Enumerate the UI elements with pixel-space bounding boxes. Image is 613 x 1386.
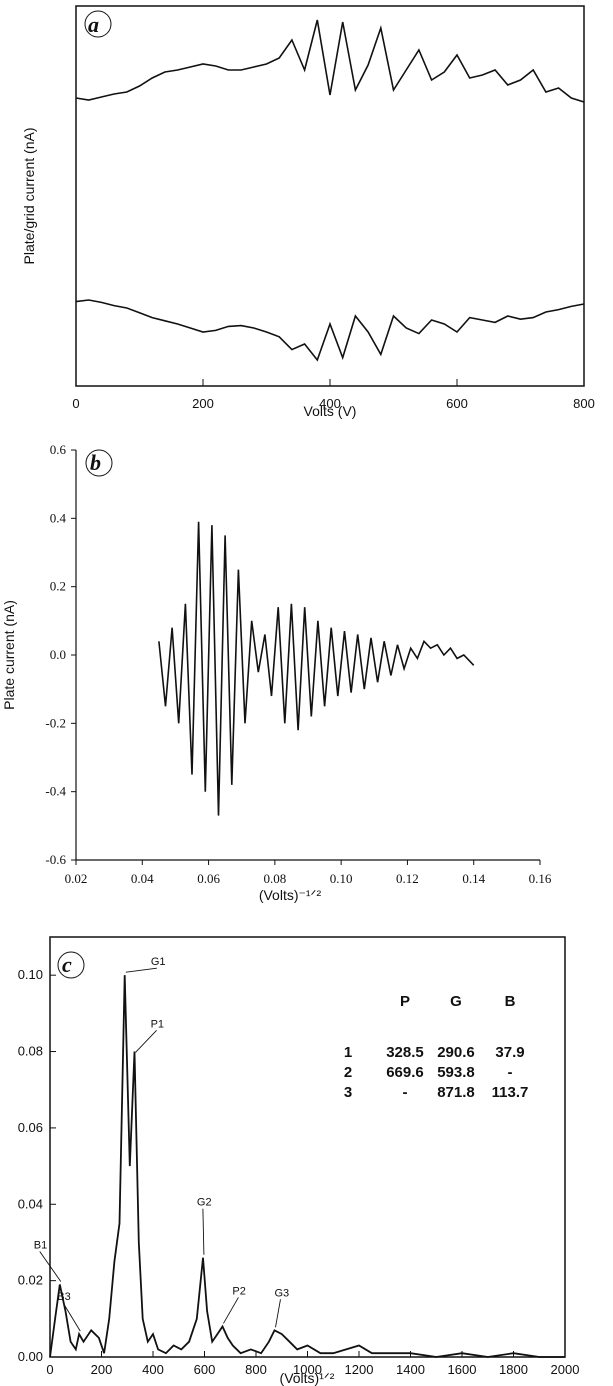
x-ticks-c: 0 200 400 600 800 1000 1200 1400 1600 1800 2000 — [46, 1351, 579, 1377]
x-tick-label: 0 — [46, 1362, 53, 1377]
panel-b: 0.02 0.04 0.06 0.08 0.10 0.12 0.14 0.16 0.60.40… — [1, 442, 552, 903]
x-tick-label: 200 — [192, 396, 214, 411]
table-cell: 328.5 — [386, 1044, 424, 1061]
x-tick-label: 400 — [142, 1362, 164, 1377]
table-cell: - — [508, 1064, 513, 1081]
x-tick-label: 0.10 — [330, 871, 353, 886]
annotation-arrow — [275, 1299, 281, 1328]
x-tick-label: 1400 — [396, 1362, 425, 1377]
y-tick-label: 0.04 — [18, 1196, 43, 1211]
y-axis-label-b: Plate current (nA) — [1, 600, 17, 710]
table-header: P — [400, 993, 410, 1010]
x-tick-label: 600 — [446, 396, 468, 411]
annotation-label: G2 — [197, 1197, 212, 1209]
y-tick-label: 0.08 — [18, 1044, 43, 1059]
panel-c: 0 200 400 600 800 1000 1200 1400 1600 1800 2000 0.… — [18, 936, 579, 1386]
x-tick-label: 0.16 — [529, 871, 552, 886]
x-axis-label-b: (Volts)⁻¹ᐟ² — [259, 887, 322, 903]
annotation-label: P2 — [232, 1285, 245, 1297]
x-tick-label: 1200 — [345, 1362, 374, 1377]
panel-label-a-circle — [84, 10, 112, 38]
y-tick-label: -0.6 — [45, 852, 66, 867]
table-header: B — [505, 993, 516, 1010]
annotation-arrow — [62, 1302, 81, 1332]
x-axis-label-c: (Volts)¹ᐟ² — [280, 1370, 335, 1386]
x-tick-label: 0 — [72, 396, 79, 411]
annotation-arrow — [125, 967, 157, 973]
panel-label-a: a — [88, 12, 99, 37]
y-tick-label: 0.06 — [18, 1120, 43, 1135]
y-tick-label: 0.6 — [50, 442, 67, 457]
y-tick-label: 0.0 — [50, 647, 66, 662]
y-tick-label: 0.2 — [50, 579, 66, 594]
annotation-label: B3 — [57, 1291, 70, 1303]
series-group-c — [49, 975, 565, 1358]
x-tick-label: 600 — [194, 1362, 216, 1377]
x-tick-label: 0.04 — [131, 871, 154, 886]
x-tick-label: 0.08 — [263, 871, 286, 886]
panel-label-c: c — [62, 952, 72, 977]
x-tick-label: 800 — [245, 1362, 267, 1377]
panel-a: 0 200 400 600 800 a Volts (V) Plate/grid cur… — [21, 5, 595, 419]
annotation-arrow — [223, 1297, 239, 1324]
y-tick-label: -0.2 — [45, 715, 66, 730]
annotation-label: B1 — [34, 1239, 47, 1251]
y-ticks-c: 0.00 0.02 0.04 0.06 0.08 0.10 — [18, 967, 56, 1364]
annotation-arrow — [202, 1208, 205, 1255]
table-cell: 290.6 — [437, 1044, 475, 1061]
table-cell: 3 — [344, 1084, 352, 1101]
annotation-arrow — [39, 1251, 62, 1282]
table-cell: 669.6 — [386, 1064, 424, 1081]
series-line-b — [158, 521, 475, 816]
x-tick-label: 200 — [91, 1362, 113, 1377]
table-header: G — [450, 993, 462, 1010]
x-tick-label: 400 — [319, 396, 341, 411]
series-line-a-2 — [75, 299, 585, 362]
table-cell: 2 — [344, 1064, 352, 1081]
plot-frame-a — [75, 5, 585, 387]
panel-label-b: b — [90, 450, 101, 475]
peak-table-c: P G B 1 328.5 290.6 37.9 2 669.6 593.8 - 3 - 871.8 113… — [344, 993, 529, 1101]
annotation-arrow — [135, 1030, 157, 1053]
y-axis-label-a: Plate/grid current (nA) — [21, 128, 37, 265]
peak-annotations-c: G1 P1 B1 B3 G2 P2 G3 — [34, 956, 289, 1332]
y-tick-label: -0.4 — [45, 784, 66, 799]
x-tick-label: 1600 — [448, 1362, 477, 1377]
x-tick-label: 0.12 — [396, 871, 419, 886]
x-tick-label: 0.14 — [462, 871, 485, 886]
panel-label-b-circle — [85, 449, 113, 477]
table-cell: 37.9 — [495, 1044, 524, 1061]
x-ticks-b: 0.02 0.04 0.06 0.08 0.10 0.12 0.14 0.16 — [65, 860, 552, 886]
y-tick-label: 0.10 — [18, 967, 43, 982]
table-cell: 1 — [344, 1044, 352, 1061]
x-tick-label: 2000 — [551, 1362, 580, 1377]
y-tick-label: 0.4 — [50, 510, 67, 525]
panel-label-c-circle — [57, 951, 85, 979]
table-cell: 871.8 — [437, 1084, 475, 1101]
series-group-a — [75, 19, 585, 362]
x-ticks-a: 0 200 400 600 800 — [72, 379, 595, 411]
table-cell: 113.7 — [492, 1084, 529, 1101]
x-tick-label: 0.06 — [197, 871, 220, 886]
table-cell: - — [403, 1084, 408, 1101]
series-line-c — [49, 975, 565, 1358]
x-tick-label: 1000 — [293, 1362, 322, 1377]
table-cell: 593.8 — [437, 1064, 475, 1081]
x-axis-label-a: Volts (V) — [304, 403, 357, 419]
series-line-a-1 — [75, 19, 585, 103]
y-ticks-b: 0.6 0.4 0.2 0.0 -0.2 -0.4 -0.6 — [45, 442, 76, 867]
annotation-label: G3 — [274, 1287, 289, 1299]
plot-frame-c — [49, 936, 566, 1358]
y-tick-label: 0.00 — [18, 1349, 43, 1364]
y-tick-label: 0.02 — [18, 1273, 43, 1288]
x-tick-label: 0.02 — [65, 871, 88, 886]
x-tick-label: 1800 — [499, 1362, 528, 1377]
annotation-label: G1 — [151, 956, 166, 968]
x-tick-label: 800 — [573, 396, 595, 411]
series-group-b — [158, 521, 475, 816]
annotation-label: P1 — [151, 1018, 164, 1030]
